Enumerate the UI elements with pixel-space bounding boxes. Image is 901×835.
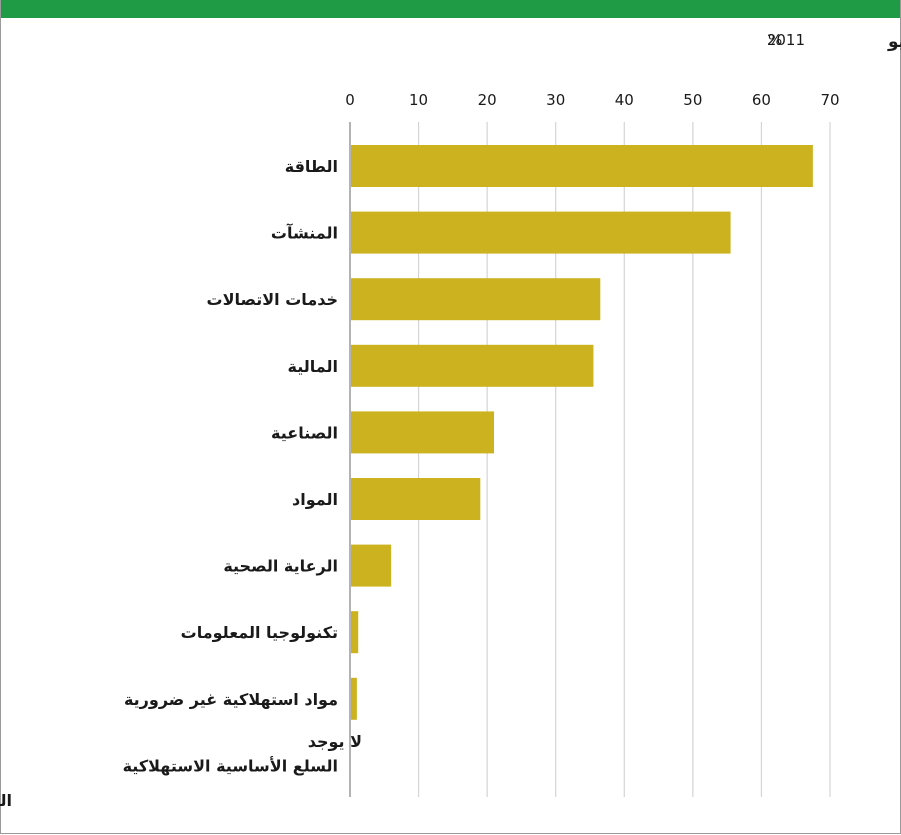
bar [351,344,594,387]
source-note: المصدر بنك دويتشه [0,791,12,810]
bars [351,145,813,720]
bar [351,411,494,454]
category-label: السلع الأساسية الاستهلاكية [123,756,338,775]
grid-layer [349,122,831,797]
x-tick-label: 30 [546,91,565,109]
bar [351,211,731,254]
header-unit: % [768,31,782,49]
x-tick-label: 70 [820,91,839,109]
category-label: المنشآت [271,223,338,243]
category-label: الصناعية [271,423,338,442]
category-label: مواد استهلاكية غير ضرورية [124,690,338,709]
x-tick-label: 10 [409,91,428,109]
header-accent-bar [0,0,901,18]
header-month: يونيو [887,32,901,52]
x-tick-labels: 0 10 20 30 40 50 60 70 [345,91,839,109]
x-tick-label: 20 [478,91,497,109]
x-tick-label: 0 [345,91,355,109]
bar [351,478,481,520]
category-label: خدمات الاتصالات [206,290,338,309]
header-year: 2011 [767,31,805,49]
x-tick-label: 60 [752,91,771,109]
bar [351,611,359,654]
no-data-label: لا يوجد [308,732,362,751]
category-label: تكنولوجيا المعلومات [181,623,338,642]
category-label: الرعاية الصحية [223,557,338,576]
bar [351,544,392,587]
x-tick-label: 40 [615,91,634,109]
category-label: المواد [292,490,338,509]
bar [351,278,601,321]
category-labels: الطاقة المنشآت خدمات الاتصالات المالية الصنا… [123,157,338,775]
bar [351,145,813,187]
x-tick-label: 50 [683,91,702,109]
category-label: المالية [288,357,338,376]
category-label: الطاقة [285,157,338,176]
bar [351,677,357,720]
